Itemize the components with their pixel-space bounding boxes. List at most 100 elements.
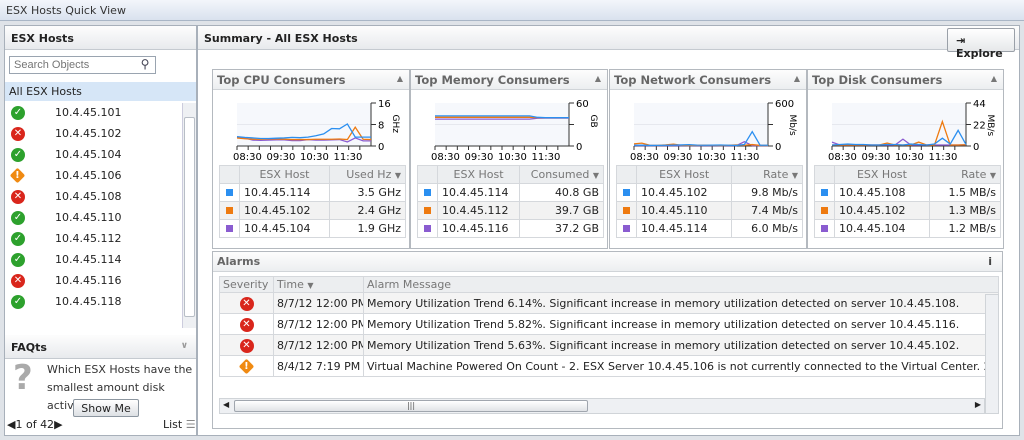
alarm-row[interactable]: ! 8/4/12 7:19 PM Virtual Machine Powered O… (219, 355, 999, 377)
host-list-item[interactable]: ✓ 10.4.45.114 (5, 249, 182, 270)
search-icon[interactable]: ⚲ (140, 57, 150, 71)
x-tick-label: 08:30 (828, 152, 857, 163)
show-me-button[interactable]: Show Me (73, 399, 139, 417)
host-list-item[interactable]: ✓ 10.4.45.118 (5, 291, 182, 312)
table-row[interactable]: 10.4.45.104 1.9 GHz (219, 219, 406, 238)
column-value[interactable]: Consumed ▼ (519, 165, 604, 184)
host-list-item[interactable]: ✓ 10.4.45.112 (5, 228, 182, 249)
prev-arrow-icon[interactable]: ◀ (7, 418, 16, 431)
list-link[interactable]: List ☰ (163, 418, 196, 431)
host-list-item[interactable]: ✕ 10.4.45.116 (5, 270, 182, 291)
x-tick-label: 11:30 (532, 152, 561, 163)
series-line (831, 129, 967, 146)
question-icon: ? (13, 358, 33, 398)
search-input[interactable] (9, 56, 156, 74)
y-axis-unit: GB (588, 115, 598, 128)
consumer-table: ESX Host Consumed ▼ 10.4.45.114 40.8 GB 10.4… (417, 165, 604, 238)
collapse-icon[interactable]: ▲ (396, 74, 403, 83)
scroll-right-icon[interactable]: ▶ (974, 400, 981, 409)
table-row[interactable]: 10.4.45.112 39.7 GB (417, 201, 604, 220)
series-swatch (623, 189, 630, 196)
column-time[interactable]: Time ▼ (273, 276, 364, 293)
y-tick-label: 0 (775, 142, 781, 153)
table-row[interactable]: 10.4.45.108 1.5 MB/s (814, 183, 1002, 202)
explore-icon: ⇥ (956, 34, 966, 47)
host-list-scrollbar[interactable] (182, 103, 196, 328)
alarm-message: Memory Utilization Trend 6.14%. Signific… (363, 292, 999, 314)
alarms-table: Severity Time ▼ Alarm Message ✕ 8/7/12 12… (219, 276, 999, 377)
host-cell: 10.4.45.102 (239, 201, 330, 220)
scroll-left-icon[interactable]: ◀ (223, 400, 230, 409)
alarm-message: Virtual Machine Powered On Count - 2. ES… (363, 355, 999, 377)
alarms-vertical-scrollbar[interactable] (985, 294, 999, 414)
collapse-icon[interactable]: ▲ (594, 74, 601, 83)
host-ip: 10.4.45.114 (55, 253, 122, 266)
sort-desc-icon: ▼ (989, 171, 996, 180)
value-cell: 2.4 GHz (329, 201, 406, 220)
alarm-row[interactable]: ✕ 8/7/12 12:00 PM Memory Utilization Trend… (219, 313, 999, 335)
table-row[interactable]: 10.4.45.104 1.2 MB/s (814, 219, 1002, 238)
column-value-label: Rate (961, 168, 987, 181)
list-label: List (163, 418, 183, 431)
ok-status-icon: ✓ (11, 232, 25, 246)
series-line (236, 123, 371, 140)
host-cell: 10.4.45.112 (436, 201, 521, 220)
column-severity[interactable]: Severity (219, 276, 274, 293)
table-row[interactable]: 10.4.45.114 6.0 Mb/s (616, 219, 803, 238)
table-row[interactable]: 10.4.45.102 9.8 Mb/s (616, 183, 803, 202)
column-value[interactable]: Used Hz ▼ (329, 165, 406, 184)
error-status-icon: ✕ (239, 338, 254, 353)
series-line (633, 130, 768, 147)
alarm-time: 8/7/12 12:00 PM (273, 292, 364, 314)
table-row[interactable]: 10.4.45.102 1.3 MB/s (814, 201, 1002, 220)
host-list-item[interactable]: ✕ 10.4.45.102 (5, 123, 182, 144)
column-value[interactable]: Rate ▼ (731, 165, 803, 184)
chart: 600 0 Mb/s 08:30 09:30 10:30 11:30 (630, 99, 797, 163)
collapse-icon[interactable]: ∨ (180, 341, 188, 351)
explore-button[interactable]: ⇥ Explore (947, 28, 1015, 60)
time-label: Time (277, 278, 304, 291)
host-cell: 10.4.45.102 (834, 201, 930, 220)
series-swatch (424, 207, 431, 214)
y-tick-label: 8 (378, 121, 384, 132)
consumer-panel: Top CPU Consumers ▲ 16 8 0 GHz 08:30 09:30 10:3… (212, 69, 410, 249)
y-tick-label: 44 (973, 99, 986, 110)
ok-status-icon: ✓ (11, 106, 25, 120)
sort-desc-icon: ▼ (592, 171, 599, 180)
y-tick-label: 0 (576, 142, 582, 153)
y-axis-unit: MB/s (985, 115, 995, 137)
scroll-thumb[interactable] (184, 117, 195, 317)
host-list-item[interactable]: ✓ 10.4.45.104 (5, 144, 182, 165)
sidebar-item-all-hosts[interactable]: All ESX Hosts (5, 82, 196, 101)
next-arrow-icon[interactable]: ▶ (54, 418, 63, 431)
column-value[interactable]: Rate ▼ (928, 165, 1002, 184)
table-row[interactable]: 10.4.45.114 40.8 GB (417, 183, 604, 202)
host-cell: 10.4.45.102 (635, 183, 733, 202)
alarm-row[interactable]: ✕ 8/7/12 12:00 PM Memory Utilization Trend… (219, 292, 999, 314)
error-status-icon: ✕ (11, 127, 25, 141)
table-row[interactable]: 10.4.45.102 2.4 GHz (219, 201, 406, 220)
column-esx-host[interactable]: ESX Host (436, 165, 521, 184)
explore-label: Explore (956, 47, 1003, 60)
column-esx-host[interactable]: ESX Host (635, 165, 733, 184)
host-list-item[interactable]: ✕ 10.4.45.108 (5, 186, 182, 207)
host-list-item[interactable]: ! 10.4.45.106 (5, 165, 182, 186)
host-list-item[interactable]: ✓ 10.4.45.110 (5, 207, 182, 228)
scroll-thumb[interactable]: ||| (234, 400, 588, 412)
table-row[interactable]: 10.4.45.110 7.4 Mb/s (616, 201, 803, 220)
x-tick-label: 10:30 (697, 152, 726, 163)
column-esx-host[interactable]: ESX Host (834, 165, 930, 184)
x-tick-label: 10:30 (498, 152, 527, 163)
collapse-icon[interactable]: ▲ (793, 74, 800, 83)
alarms-horizontal-scrollbar[interactable]: ◀ ||| ▶ (219, 398, 985, 414)
column-esx-host[interactable]: ESX Host (239, 165, 330, 184)
column-value-label: Used Hz (346, 168, 392, 181)
table-row[interactable]: 10.4.45.114 3.5 GHz (219, 183, 406, 202)
value-cell: 1.9 GHz (329, 219, 406, 238)
collapse-icon[interactable]: ▲ (990, 74, 997, 83)
host-list-item[interactable]: ✓ 10.4.45.101 (5, 102, 182, 123)
alarm-row[interactable]: ✕ 8/7/12 12:00 PM Memory Utilization Trend… (219, 334, 999, 356)
info-icon[interactable]: i (988, 255, 992, 268)
table-row[interactable]: 10.4.45.116 37.2 GB (417, 219, 604, 238)
column-alarm-message[interactable]: Alarm Message (363, 276, 999, 293)
